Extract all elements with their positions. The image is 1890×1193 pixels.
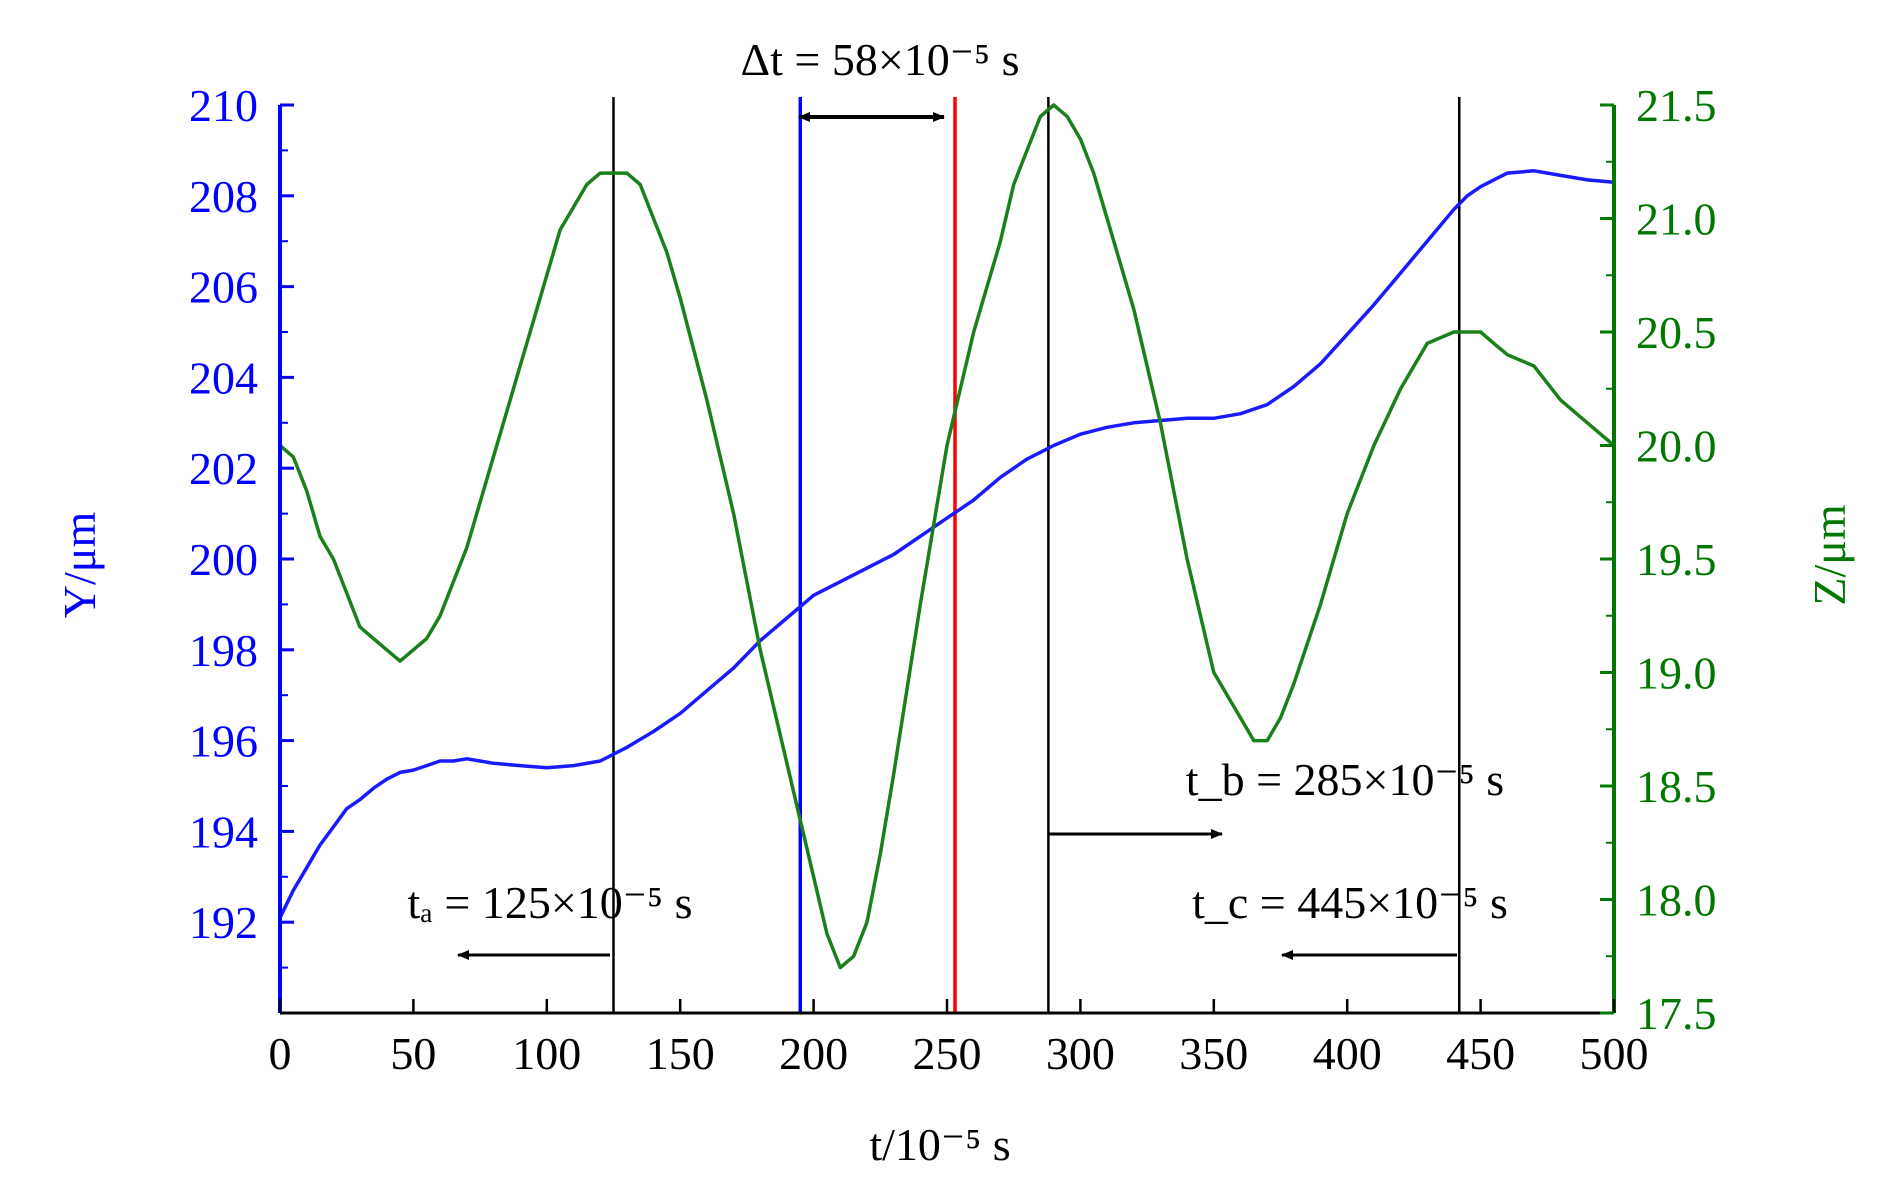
- x-tick-label: 250: [913, 1028, 982, 1079]
- x-tick-label: 150: [646, 1028, 715, 1079]
- y-right-tick-label: 21.5: [1636, 80, 1717, 131]
- x-tick-label: 500: [1580, 1028, 1649, 1079]
- y-left-axis-label: Y/μm: [54, 512, 105, 619]
- y-left-tick-label: 210: [189, 80, 258, 131]
- y-right-tick-label: 17.5: [1636, 988, 1717, 1039]
- y-left-tick-label: 200: [189, 534, 258, 585]
- y-right-axis-label: Z/μm: [1804, 504, 1855, 606]
- y-left-tick-label: 198: [189, 625, 258, 676]
- x-tick-label: 450: [1446, 1028, 1515, 1079]
- series-Z-line: [278, 103, 1616, 970]
- x-tick-label: 100: [512, 1028, 581, 1079]
- x-tick-label: 350: [1179, 1028, 1248, 1079]
- x-tick-label: 400: [1313, 1028, 1382, 1079]
- y-right-tick-label: 18.0: [1636, 875, 1717, 926]
- vertical-markers: [612, 97, 1461, 1013]
- y-left-tick-label: 192: [189, 897, 258, 948]
- series-layer: [278, 103, 1616, 970]
- y-left-tick-label: 194: [189, 806, 258, 857]
- y-right-tick-label: 20.5: [1636, 307, 1717, 358]
- x-tick-label: 300: [1046, 1028, 1115, 1079]
- y-left-tick-label: 204: [189, 352, 258, 403]
- annotations: Δt = 58×10⁻⁵ s tₐ = 125×10⁻⁵ s t_b = 285…: [408, 34, 1508, 960]
- y-right-tick-label: 21.0: [1636, 194, 1717, 245]
- y-right-tick-label: 20.0: [1636, 421, 1717, 472]
- y-right-tick-label: 18.5: [1636, 761, 1717, 812]
- ticks: 0 50 100 150 200 250 300 350 400 450 500 192 194 196 1…: [189, 80, 1717, 1079]
- y-left-tick-label: 202: [189, 443, 258, 494]
- x-tick-label: 0: [269, 1028, 292, 1079]
- x-axis-label: t/10⁻⁵ s: [869, 1119, 1010, 1170]
- series-Y-line: [278, 169, 1615, 919]
- y-left-tick-label: 206: [189, 262, 258, 313]
- y-left-tick-label: 196: [189, 716, 258, 767]
- y-right-tick-label: 19.0: [1636, 648, 1717, 699]
- delta-t-label: Δt = 58×10⁻⁵ s: [741, 34, 1020, 85]
- x-tick-label: 50: [390, 1028, 436, 1079]
- t-a-label: tₐ = 125×10⁻⁵ s: [408, 877, 693, 928]
- y-left-tick-label: 208: [189, 171, 258, 222]
- y-right-tick-label: 19.5: [1636, 534, 1717, 585]
- t-c-label: t_c = 445×10⁻⁵ s: [1192, 877, 1508, 928]
- x-tick-label: 200: [779, 1028, 848, 1079]
- t-b-label: t_b = 285×10⁻⁵ s: [1186, 754, 1504, 805]
